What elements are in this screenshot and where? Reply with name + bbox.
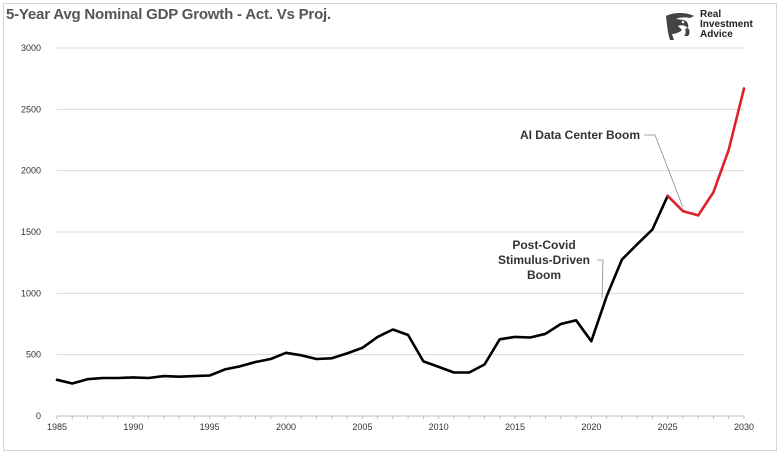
eagle-head-icon <box>666 13 694 40</box>
series-line-projected <box>666 87 746 217</box>
y-tick-label: 1000 <box>21 288 41 298</box>
y-tick-label: 0 <box>36 411 41 421</box>
y-tick-label: 3000 <box>21 43 41 53</box>
logo-line: Advice <box>700 29 733 40</box>
y-tick-label: 1500 <box>21 227 41 237</box>
logo-line: Investment <box>700 19 753 30</box>
logo-text: Real Investment Advice <box>700 10 753 40</box>
logo-line: Real <box>700 9 722 20</box>
x-tick-label: 1985 <box>47 422 67 432</box>
annotation-post-covid-line: Boom <box>527 268 561 282</box>
x-tick-label: 2000 <box>276 422 296 432</box>
x-tick-label: 2015 <box>505 422 525 432</box>
x-tick-label: 1995 <box>200 422 220 432</box>
y-tick-label: 2000 <box>21 166 41 176</box>
x-tick-label: 2010 <box>429 422 449 432</box>
x-tick-label: 2025 <box>658 422 678 432</box>
x-tick-label: 2030 <box>734 422 754 432</box>
annotation-ai-data-center: AI Data Center Boom <box>520 128 640 142</box>
brand-logo: Real Investment Advice <box>664 10 774 46</box>
y-tick-label: 2500 <box>21 104 41 114</box>
x-tick-label: 2005 <box>352 422 372 432</box>
x-tick-label: 1990 <box>123 422 143 432</box>
annotation-leader-line <box>597 259 604 299</box>
annotation-leader-line <box>644 134 684 208</box>
annotation-post-covid-line: Post-Covid <box>512 238 575 252</box>
annotation-post-covid-line: Stimulus-Driven <box>498 253 590 267</box>
y-tick-label: 500 <box>26 350 41 360</box>
series-line-actual <box>55 194 670 385</box>
chart-title: 5-Year Avg Nominal GDP Growth - Act. Vs … <box>6 6 331 23</box>
x-tick-label: 2020 <box>581 422 601 432</box>
